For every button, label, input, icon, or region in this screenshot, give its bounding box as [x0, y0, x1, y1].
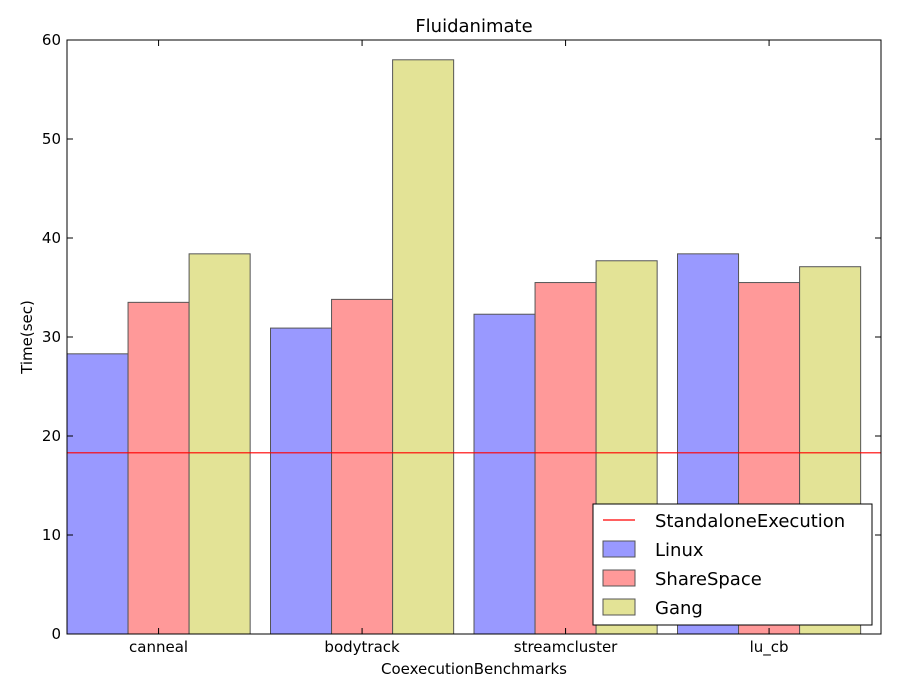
bar-sharespace-bodytrack [331, 298, 394, 635]
bar-linux-bodytrack [270, 327, 333, 635]
legend-label-linux: Linux [655, 540, 704, 561]
x-tick-label: canneal [129, 638, 188, 656]
legend-swatch-linux [602, 540, 636, 558]
legend-swatch-gang [602, 598, 636, 616]
bar-sharespace-canneal [127, 301, 190, 635]
legend-label-sharespace: ShareSpace [655, 569, 762, 590]
y-tick-label: 30 [42, 328, 61, 346]
bar-linux-canneal [66, 353, 129, 635]
legend-box [592, 503, 873, 626]
y-tick-label: 20 [42, 427, 61, 445]
x-tick-label: bodytrack [324, 638, 400, 656]
y-tick-label: 10 [42, 526, 61, 544]
y-tick-label: 50 [42, 130, 61, 148]
x-tick-label: lu_cb [750, 638, 789, 657]
y-axis-label: Time(sec) [18, 300, 36, 375]
x-tick-label: streamcluster [514, 638, 618, 656]
ticks-layer: 0 10 20 30 40 50 60 canneal bodytrack streamclust… [42, 31, 881, 657]
bar-linux-streamcluster [473, 313, 536, 635]
chart-title: Fluidanimate [415, 16, 532, 37]
legend: StandaloneExecution Linux ShareSpace Gang [592, 503, 873, 626]
y-tick-label: 60 [42, 31, 61, 49]
legend-label-gang: Gang [655, 598, 703, 619]
legend-label-standalone-execution: StandaloneExecution [655, 511, 845, 532]
bar-gang-bodytrack [392, 59, 455, 635]
y-tick-label: 40 [42, 229, 61, 247]
bar-sharespace-streamcluster [534, 282, 597, 635]
bar-gang-canneal [188, 253, 251, 635]
legend-swatch-sharespace [602, 569, 636, 587]
x-axis-label: CoexecutionBenchmarks [381, 660, 567, 678]
y-tick-label: 0 [51, 625, 61, 643]
